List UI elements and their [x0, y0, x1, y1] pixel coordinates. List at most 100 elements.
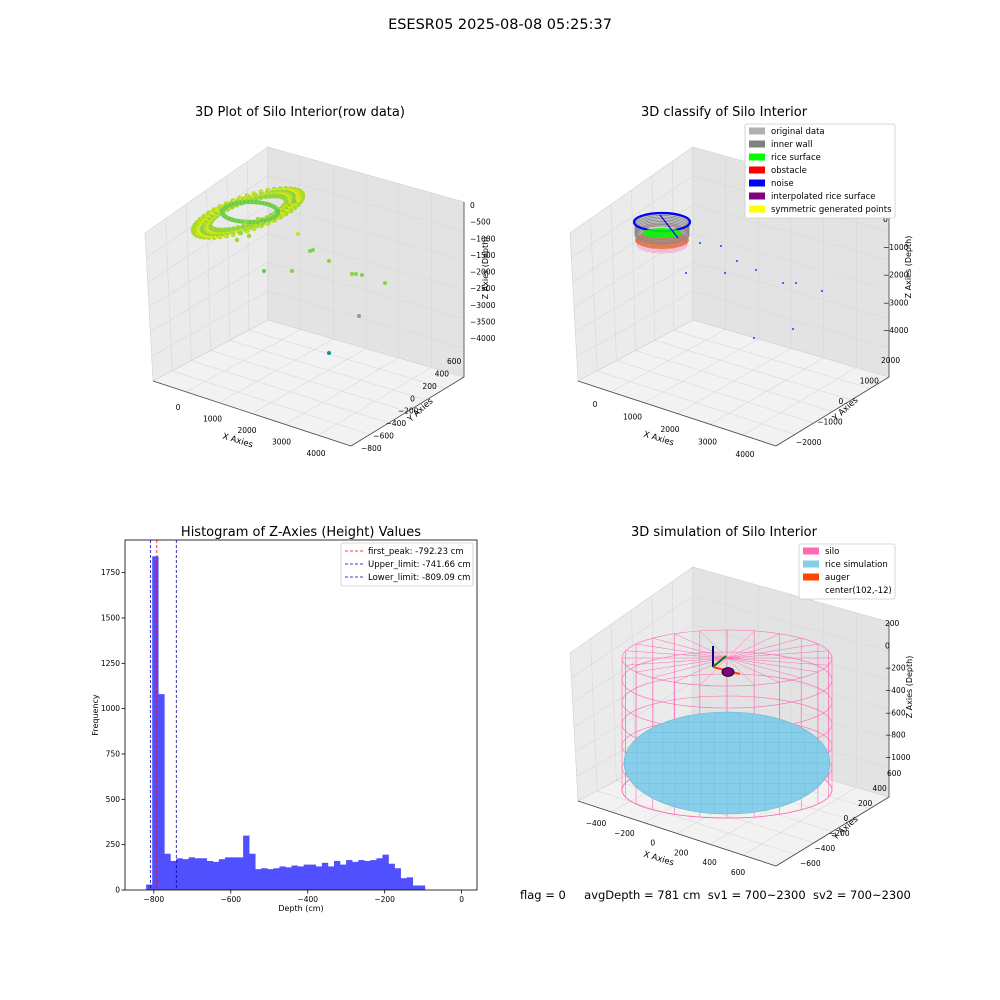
- raw-point: [258, 194, 264, 200]
- histogram-legend: first_peak: -792.23 cm Upper_limit: -741.…: [340, 542, 474, 587]
- y-tick-label: −2000: [796, 438, 822, 447]
- z-tick-label: −1000: [885, 753, 911, 762]
- raw-point: [357, 314, 361, 318]
- x-tick-label: 0: [459, 895, 464, 904]
- simulation-legend-box: [798, 543, 896, 600]
- floor-grid-line: [673, 329, 871, 389]
- raw-point: [296, 232, 300, 236]
- histogram-bar: [400, 878, 407, 890]
- x-tick-label: −400: [586, 819, 607, 828]
- y-tick-label: 1000: [860, 377, 879, 386]
- z-tick-label: −3500: [470, 317, 496, 326]
- histogram-bar: [418, 885, 426, 890]
- z-tick-label: −200: [885, 664, 906, 673]
- z-tick-label: −4000: [470, 334, 496, 343]
- raw-point: [360, 273, 364, 277]
- silo-roof-line: [726, 657, 829, 666]
- silo-roof-line: [699, 630, 728, 659]
- histogram-bar: [158, 694, 165, 890]
- z-tick-label: −3000: [883, 298, 909, 307]
- legend-label: center(102,-12): [825, 586, 892, 596]
- z-tick-label: −2000: [470, 268, 496, 277]
- legend-label: obstacle: [771, 166, 807, 176]
- x-axis-line: [152, 380, 352, 447]
- z-tick-label: 200: [885, 619, 900, 628]
- raw-point: [230, 226, 237, 232]
- z-tick-label: −3000: [470, 301, 496, 310]
- histogram-bar: [394, 868, 401, 890]
- figure-title: ESESR05 2025-08-08 05:25:37: [388, 17, 612, 33]
- y-tick-label: 400: [435, 369, 450, 378]
- x-tick-label: 0: [593, 400, 598, 409]
- simulation-plot-title: 3D simulation of Silo Interior: [631, 525, 818, 540]
- classify-plot-x-ticks: 0 1000 2000 3000 4000: [593, 400, 755, 459]
- legend-label: noise: [771, 179, 794, 189]
- y-tick-label: −400: [386, 419, 407, 428]
- z-tick-label: −600: [885, 708, 906, 717]
- left-grid-line: [571, 595, 694, 678]
- x-tick-label: 600: [731, 868, 746, 877]
- legend-label: rice surface: [771, 153, 821, 163]
- raw-plot-points: [190, 186, 387, 355]
- histogram-bar: [315, 866, 323, 890]
- histogram-bar: [285, 867, 292, 890]
- raw-point: [235, 225, 241, 231]
- histogram-bar: [321, 862, 329, 890]
- raw-point: [290, 269, 294, 273]
- classify-plot-z-ticks: 0 −1000 −2000 −3000 −4000: [883, 215, 909, 335]
- legend-label: symmetric generated points: [771, 205, 892, 215]
- silo-roof-line: [726, 657, 818, 673]
- histogram-bar: [291, 865, 298, 890]
- y-tick-label: −600: [373, 432, 394, 441]
- x-tick-label: −800: [144, 895, 165, 904]
- histogram-bar: [297, 866, 304, 890]
- z-tick-label: 0: [883, 215, 888, 224]
- x-tick-label: −600: [220, 895, 241, 904]
- histogram-bar: [376, 858, 383, 890]
- classify-plot-y-ticks: 2000 1000 0 −1000 −2000: [796, 356, 900, 447]
- histogram-bar: [333, 860, 341, 890]
- legend-label: silo: [825, 547, 839, 557]
- y-tick-label: −200: [829, 829, 850, 838]
- histogram-bar: [146, 884, 153, 890]
- histogram-bar: [170, 860, 177, 890]
- y-tick-label: 750: [106, 749, 121, 758]
- raw-point: [383, 281, 387, 285]
- silo-ring: [621, 629, 833, 687]
- histogram-bar: [370, 860, 377, 890]
- y-tick-label: −200: [398, 407, 419, 416]
- z-tick-label: −2000: [883, 271, 909, 280]
- histogram-bar: [309, 864, 317, 890]
- y-tick-label: −1000: [817, 418, 843, 427]
- noise-point: [795, 282, 797, 284]
- x-tick-label: −200: [374, 895, 395, 904]
- floor-grid-line: [248, 329, 446, 389]
- histogram-bar: [303, 864, 311, 890]
- x-tick-label: 1000: [203, 415, 222, 424]
- z-tick-label: −1000: [883, 243, 909, 252]
- legend-label: original data: [771, 127, 825, 137]
- sv1-value: sv1 = 700~2300: [707, 888, 806, 902]
- x-tick-label: 4000: [735, 450, 754, 459]
- simulation-legend: silo rice simulation auger center(102,-12): [798, 543, 896, 600]
- center-axis-y: [712, 655, 727, 668]
- z-tick-label: −1000: [470, 234, 496, 243]
- auger-head: [721, 667, 735, 677]
- histogram-bar: [346, 860, 353, 890]
- classify-plot-z-label: Z Axies (Depth): [904, 236, 913, 299]
- silo-ring: [621, 651, 833, 709]
- silo-roof-line: [625, 650, 728, 659]
- raw-plot-x-ticks: 0 1000 2000 3000 4000: [176, 403, 326, 458]
- status-footer: flag = 0 avgDepth = 781 cm sv1 = 700~230…: [520, 888, 911, 902]
- histogram-bar: [176, 858, 183, 890]
- silo-roof-line: [726, 630, 755, 659]
- x-tick-label: 1000: [623, 413, 642, 422]
- silo-roof-line: [652, 637, 728, 659]
- x-axis-line: [577, 380, 777, 447]
- legend-swatch: [749, 192, 765, 200]
- noise-streak: [659, 214, 679, 239]
- flag-value: flag = 0: [520, 888, 566, 902]
- legend-swatch: [803, 560, 819, 568]
- silo-roof-line: [726, 657, 780, 683]
- raw-point: [242, 219, 248, 225]
